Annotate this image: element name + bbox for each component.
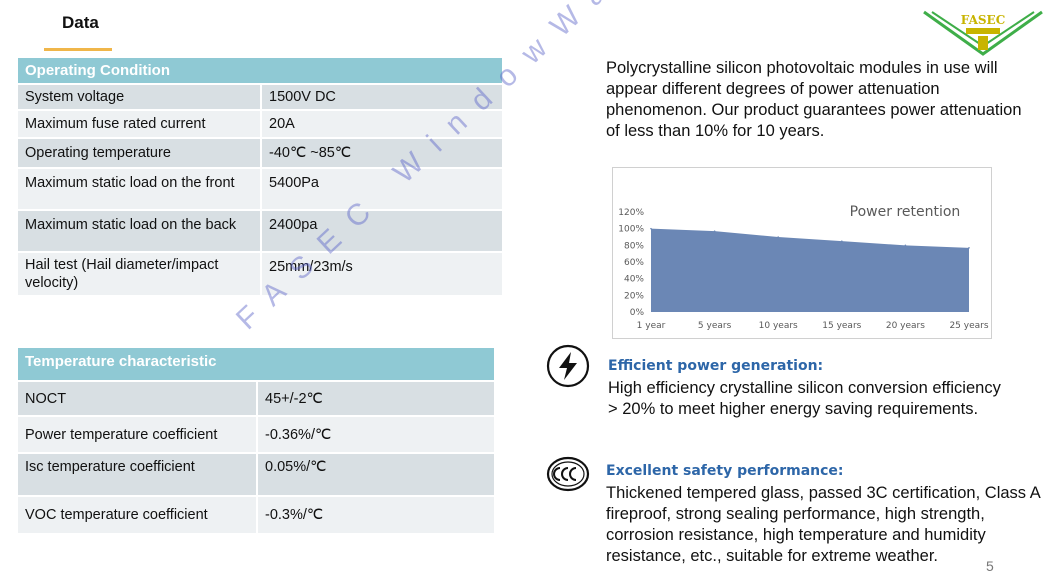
y-tick-label: 0% — [630, 308, 645, 318]
chart-data-point — [968, 247, 970, 249]
operating-condition-table: Operating Condition System voltage 1500V … — [18, 58, 502, 297]
table-cell-value: -40℃ ~85℃ — [261, 138, 502, 169]
intro-paragraph: Polycrystalline silicon photovoltaic mod… — [606, 59, 1022, 140]
table-cell-label: Operating temperature — [18, 138, 262, 169]
power-retention-chart: Power retention 0% 20% 40% 60% 80% 100% 120% 1 … — [612, 167, 992, 339]
x-tick-label: 20 years — [886, 321, 925, 331]
chart-data-point — [904, 244, 907, 247]
x-tick-label: 25 years — [949, 321, 988, 331]
table-cell-value: 2400pa — [261, 210, 502, 253]
lightning-icon — [546, 344, 590, 388]
table-heading: Operating Condition — [18, 58, 502, 85]
chart-area-series — [651, 228, 969, 312]
chart-svg: Power retention 0% 20% 40% 60% 80% 100% 120% 1 … — [618, 204, 989, 331]
table-cell-value: -0.3%/℃ — [257, 496, 494, 535]
x-tick-label: 15 years — [822, 321, 861, 331]
table-cell-value: 0.05%/℃ — [257, 453, 494, 497]
y-tick-label: 40% — [624, 275, 644, 285]
table-cell-label: Maximum fuse rated current — [18, 110, 262, 139]
chart-data-point — [713, 230, 716, 232]
x-tick-label: 1 year — [637, 321, 666, 331]
table-cell-label: VOC temperature coefficient — [18, 496, 258, 535]
x-tick-label: 5 years — [698, 321, 732, 331]
company-logo: FASEC — [923, 10, 1043, 56]
page-number: 5 — [986, 558, 994, 574]
chart-data-point — [777, 236, 779, 238]
y-tick-label: 80% — [624, 241, 644, 251]
table-cell-label: Power temperature coefficient — [18, 416, 258, 454]
table-cell-value: 5400Pa — [261, 168, 502, 211]
x-tick-label: 10 years — [759, 321, 798, 331]
table-cell-value: -0.36%/℃ — [257, 416, 494, 454]
chart-title: Power retention — [850, 204, 961, 220]
title-underline — [44, 48, 112, 51]
temperature-characteristic-table: Temperature characteristic NOCT 45+/-2℃ P… — [18, 348, 494, 535]
y-tick-label: 60% — [624, 258, 644, 268]
table-cell-label: Hail test (Hail diameter/impact velocity… — [18, 252, 262, 297]
table-cell-label: Maximum static load on the back — [18, 210, 262, 253]
feature-text-safety: Thickened tempered glass, passed 3C cert… — [606, 484, 1040, 565]
y-tick-label: 100% — [618, 225, 644, 235]
logo-text: FASEC — [961, 13, 1006, 27]
feature-title-efficiency: Efficient power generation: — [608, 358, 824, 374]
chart-data-point — [650, 227, 652, 230]
table-heading: Temperature characteristic — [18, 348, 494, 382]
table-cell-value: 25mm/23m/s — [261, 252, 502, 297]
ccc-certification-icon — [546, 456, 590, 492]
feature-title-safety: Excellent safety performance: — [606, 463, 844, 479]
chart-data-point — [841, 240, 843, 242]
table-cell-value: 1500V DC — [261, 84, 502, 111]
table-cell-label: System voltage — [18, 84, 262, 111]
table-cell-label: Maximum static load on the front — [18, 168, 262, 211]
page-title: Data — [62, 13, 99, 32]
y-tick-label: 120% — [618, 208, 644, 218]
table-cell-label: Isc temperature coefficient — [18, 453, 258, 497]
table-cell-value: 20A — [261, 110, 502, 139]
feature-text-efficiency: High efficiency crystalline silicon conv… — [608, 379, 1001, 418]
y-tick-label: 20% — [624, 291, 644, 301]
table-cell-label: NOCT — [18, 381, 258, 417]
table-cell-value: 45+/-2℃ — [257, 381, 494, 417]
